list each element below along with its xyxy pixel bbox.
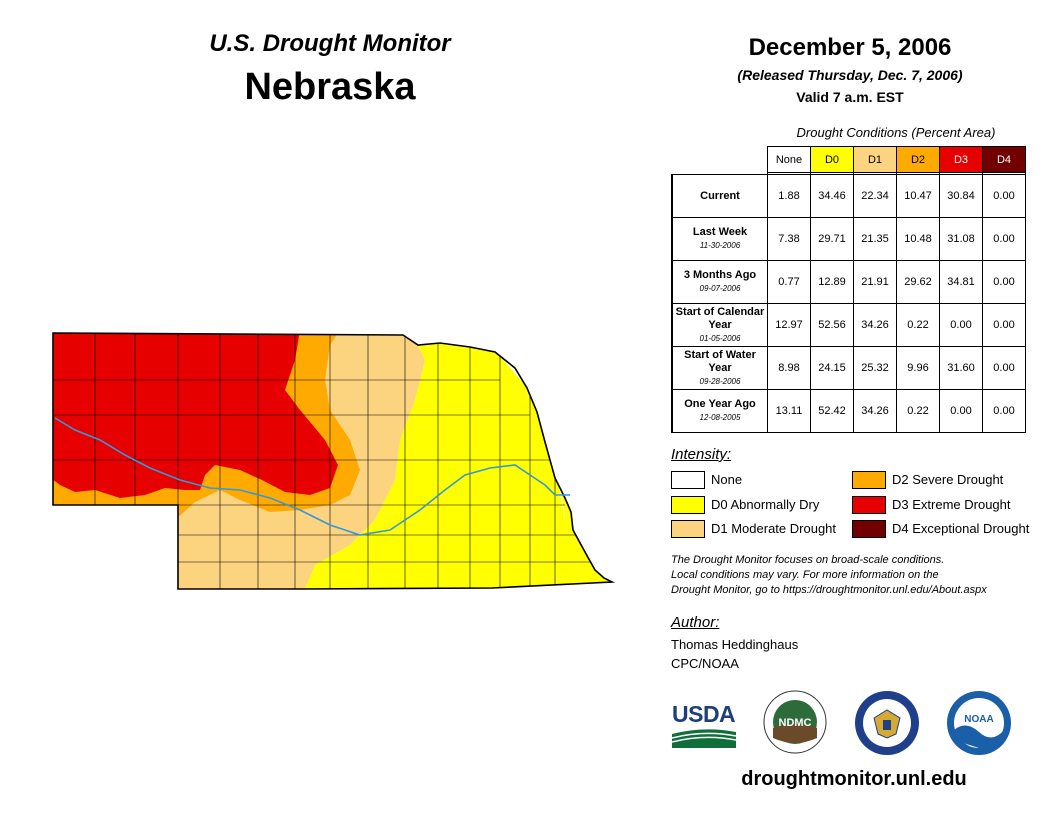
author-label: Author: [671, 614, 720, 631]
table-caption: Drought Conditions (Percent Area) [796, 125, 996, 140]
cell: 13.11 [767, 389, 811, 433]
legend-title: Intensity: [671, 446, 732, 463]
cell: 9.96 [896, 346, 940, 390]
col-d2: D2 [896, 146, 940, 173]
table-row: 3 Months Ago 09-07-2006 0.77 12.89 21.91 … [671, 260, 1026, 304]
legend-swatch-d4 [852, 520, 886, 538]
legend-label-d4: D4 Exceptional Drought [892, 521, 1030, 536]
usda-logo: USDA [671, 702, 737, 750]
legend-label-none: None [711, 472, 743, 487]
table-row: One Year Ago 12-08-2005 13.11 52.42 34.26… [671, 389, 1026, 433]
cell: 0.00 [982, 389, 1026, 433]
row-label: Last Week 11-30-2006 [671, 217, 768, 261]
commerce-seal [855, 691, 919, 755]
cell: 25.32 [853, 346, 897, 390]
cell: 12.97 [767, 303, 811, 347]
legend-label-d3: D3 Extreme Drought [892, 497, 1011, 512]
legend-swatch-d1 [671, 520, 705, 538]
valid-time: Valid 7 a.m. EST [796, 89, 904, 105]
cell: 31.08 [939, 217, 983, 261]
cell: 0.00 [982, 217, 1026, 261]
col-none: None [767, 146, 811, 173]
cell: 0.22 [896, 389, 940, 433]
author-org: CPC/NOAA [671, 656, 739, 671]
legend-swatch-d3 [852, 496, 886, 514]
cell: 29.71 [810, 217, 854, 261]
cell: 0.00 [982, 346, 1026, 390]
county-lines [53, 333, 590, 589]
cell: 30.84 [939, 174, 983, 218]
cell: 12.89 [810, 260, 854, 304]
platte-river [54, 417, 570, 536]
cell: 21.91 [853, 260, 897, 304]
release-date: (Released Thursday, Dec. 7, 2006) [737, 67, 963, 83]
map-date: December 5, 2006 [748, 34, 952, 61]
disclaimer-note: The Drought Monitor focuses on broad-sca… [671, 554, 987, 596]
site-url: droughtmonitor.unl.edu [741, 768, 967, 790]
cell: 34.46 [810, 174, 854, 218]
cell: 0.00 [982, 260, 1026, 304]
cell: 8.98 [767, 346, 811, 390]
cell: 10.47 [896, 174, 940, 218]
noaa-logo: NOAA [947, 691, 1011, 755]
cell: 22.34 [853, 174, 897, 218]
author-name: Thomas Heddinghaus [671, 637, 799, 652]
cell: 21.35 [853, 217, 897, 261]
cell: 0.00 [939, 389, 983, 433]
col-d1: D1 [853, 146, 897, 173]
ndmc-logo: NDMC [763, 690, 827, 754]
row-label: Start of Water Year 09-28-2006 [671, 346, 768, 390]
nebraska-drought-map [52, 332, 616, 590]
table-row: Start of Water Year 09-28-2006 8.98 24.15… [671, 346, 1026, 390]
row-label: Start of Calendar Year 01-05-2006 [671, 303, 768, 347]
row-label: One Year Ago 12-08-2005 [671, 389, 768, 433]
table-header-row: None D0 D1 D2 D3 D4 [672, 146, 1026, 173]
usda-field-icon [671, 729, 737, 748]
legend-label-d2: D2 Severe Drought [892, 472, 1004, 487]
cell: 29.62 [896, 260, 940, 304]
legend-label-d1: D1 Moderate Drought [711, 521, 837, 536]
cell: 0.00 [982, 174, 1026, 218]
cell: 0.00 [939, 303, 983, 347]
cell: 31.60 [939, 346, 983, 390]
legend-swatch-none [671, 471, 705, 489]
table-row: Start of Calendar Year 01-05-2006 12.97 5… [671, 303, 1026, 347]
row-label: Current [671, 174, 768, 218]
cell: 10.48 [896, 217, 940, 261]
col-d3: D3 [939, 146, 983, 173]
svg-text:NOAA: NOAA [964, 714, 993, 725]
col-d0: D0 [810, 146, 854, 173]
cell: 34.81 [939, 260, 983, 304]
table-row: Last Week 11-30-2006 7.38 29.71 21.35 10.… [671, 217, 1026, 261]
row-label: 3 Months Ago 09-07-2006 [671, 260, 768, 304]
cell: 34.26 [853, 389, 897, 433]
cell: 52.42 [810, 389, 854, 433]
cell: 0.77 [767, 260, 811, 304]
svg-text:NDMC: NDMC [779, 717, 812, 729]
cell: 52.56 [810, 303, 854, 347]
legend-swatch-d2 [852, 471, 886, 489]
cell: 7.38 [767, 217, 811, 261]
cell: 34.26 [853, 303, 897, 347]
cell: 24.15 [810, 346, 854, 390]
legend-label-d0: D0 Abnormally Dry [711, 497, 820, 512]
drought-conditions-table: None D0 D1 D2 D3 D4 Current 1.88 34.46 2… [671, 146, 1026, 433]
monitor-title: U.S. Drought Monitor [209, 30, 451, 57]
cell: 0.22 [896, 303, 940, 347]
d0-area-south [300, 333, 565, 589]
cell: 0.00 [982, 303, 1026, 347]
col-d4: D4 [982, 146, 1026, 173]
d3-area [53, 333, 338, 498]
state-outline [52, 332, 616, 590]
table-row: Current 1.88 34.46 22.34 10.47 30.84 0.0… [671, 174, 1026, 218]
state-title: Nebraska [244, 66, 416, 108]
cell: 1.88 [767, 174, 811, 218]
header-corner [672, 147, 768, 173]
legend-swatch-d0 [671, 496, 705, 514]
